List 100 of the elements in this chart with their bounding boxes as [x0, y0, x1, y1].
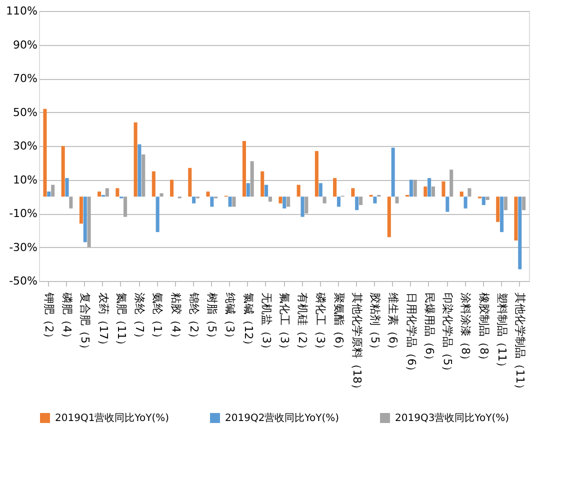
bar — [391, 148, 395, 197]
bar — [134, 122, 138, 197]
bar — [504, 196, 508, 210]
bar — [314, 151, 318, 197]
bar — [246, 183, 250, 197]
bar — [192, 196, 196, 204]
x-tick-label: 塑料制品（11） — [495, 292, 508, 372]
x-tick-label: 无机盐（3） — [260, 292, 273, 354]
bar — [359, 196, 363, 206]
bar — [522, 196, 526, 210]
bar — [486, 196, 490, 200]
x-tick-label: 氮肥（11） — [114, 292, 128, 350]
y-tick-label: -10% — [9, 207, 38, 220]
bar — [395, 196, 399, 204]
bar — [83, 196, 87, 242]
x-tick-label: 磷化工（3） — [314, 292, 328, 354]
bar — [442, 181, 446, 197]
x-tick-label: 胶粘剂（5） — [368, 292, 382, 354]
bar — [496, 196, 500, 222]
y-tick-label: 10% — [13, 173, 38, 186]
bar — [431, 186, 435, 197]
bar — [79, 196, 83, 224]
bar — [300, 196, 304, 217]
bar — [152, 171, 156, 197]
bar — [61, 146, 65, 197]
bar — [105, 188, 109, 197]
bar — [318, 183, 322, 197]
bar — [409, 180, 413, 197]
bar — [210, 196, 214, 207]
x-tick-label: 复合肥（5） — [78, 292, 92, 354]
bar — [322, 196, 326, 204]
x-tick-label: 民爆用品（6） — [422, 292, 436, 366]
bar — [460, 192, 464, 197]
bar — [260, 171, 264, 197]
bar — [242, 140, 246, 197]
y-tick-label: 30% — [13, 140, 38, 152]
bar — [116, 188, 120, 197]
y-tick-label: 50% — [13, 106, 38, 119]
bar — [268, 196, 272, 202]
bar — [206, 192, 210, 197]
x-tick-label: 其他化学制品（11） — [513, 292, 526, 394]
bar — [333, 178, 337, 197]
x-tick-label: 氨纶（1） — [151, 292, 164, 344]
y-tick-label: 110% — [6, 4, 38, 18]
x-tick-label: 涂料涂漆（8） — [459, 292, 472, 366]
bar — [464, 196, 468, 208]
x-tick-label: 纯碱（3） — [224, 292, 237, 344]
bar — [138, 144, 142, 197]
bar — [468, 188, 472, 197]
x-tick-label: 聚氨酯（6） — [332, 292, 346, 354]
bar — [304, 196, 308, 214]
bar — [160, 193, 164, 197]
x-tick-label: 农药（17） — [96, 292, 110, 350]
x-tick-label: 维生素（6） — [386, 292, 400, 354]
bar — [47, 192, 51, 197]
y-tick-label: -30% — [9, 240, 38, 254]
bar — [387, 196, 391, 238]
bar — [482, 196, 486, 206]
bar — [446, 196, 450, 212]
bar — [264, 184, 268, 197]
bar — [424, 186, 428, 197]
legend-label: 2019Q1营收同比YoY(%) — [55, 412, 170, 424]
bar — [98, 192, 102, 197]
x-tick-label: 氟化工（3） — [278, 292, 291, 354]
bar — [351, 188, 355, 197]
legend-label: 2019Q3营收同比YoY(%) — [395, 412, 510, 424]
y-tick-label: 90% — [13, 38, 38, 52]
bar — [296, 184, 300, 197]
y-tick-label: -50% — [9, 274, 38, 288]
x-tick-label: 涤纶（7） — [133, 292, 146, 344]
x-tick-label: 其他化学原料（18） — [350, 292, 364, 394]
bar — [156, 196, 160, 232]
x-tick-label: 氯碱（12） — [242, 292, 255, 350]
bar — [336, 196, 340, 207]
bar — [500, 196, 504, 232]
x-tick-label: 磷肥（4） — [60, 292, 74, 344]
bar — [514, 196, 518, 240]
x-tick-label: 粘胶（4） — [169, 292, 182, 344]
x-tick-label: 橡胶制品（8） — [477, 292, 490, 366]
bar — [355, 196, 359, 210]
x-tick-label: 钾肥（2） — [42, 292, 56, 344]
y-tick-label: 70% — [13, 72, 38, 85]
bar — [450, 170, 454, 197]
bar — [228, 196, 232, 207]
bar — [518, 196, 522, 270]
x-tick-label: 树脂（5） — [206, 292, 219, 344]
bar — [428, 178, 432, 197]
x-tick-label: 锦纶（2） — [187, 292, 200, 344]
x-tick-label: 有机硅（2） — [296, 292, 310, 354]
bar — [87, 196, 91, 248]
bar — [250, 161, 254, 197]
x-tick-label: 日用化学品（6） — [404, 292, 418, 376]
bar — [286, 196, 290, 207]
bar — [65, 178, 69, 197]
bar — [51, 184, 55, 197]
bar — [43, 108, 47, 197]
bar — [373, 196, 377, 204]
legend-label: 2019Q2营收同比YoY(%) — [225, 412, 340, 424]
bar — [124, 196, 128, 217]
bar — [282, 196, 286, 208]
